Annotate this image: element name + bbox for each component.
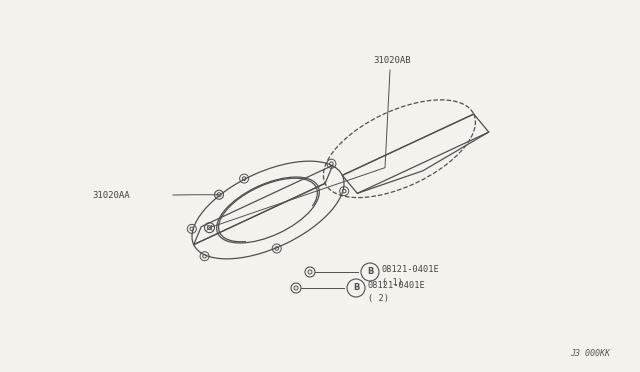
Text: 08121-0401E: 08121-0401E: [382, 266, 440, 275]
Text: J3 000KK: J3 000KK: [570, 349, 610, 358]
Text: ( 2): ( 2): [368, 294, 389, 302]
Text: 31020AA: 31020AA: [92, 190, 130, 199]
Text: 31020AB: 31020AB: [373, 56, 411, 65]
Text: 08121-0401E: 08121-0401E: [368, 282, 426, 291]
Text: ( 1): ( 1): [382, 278, 403, 286]
Text: B: B: [367, 267, 373, 276]
Text: B: B: [353, 283, 359, 292]
